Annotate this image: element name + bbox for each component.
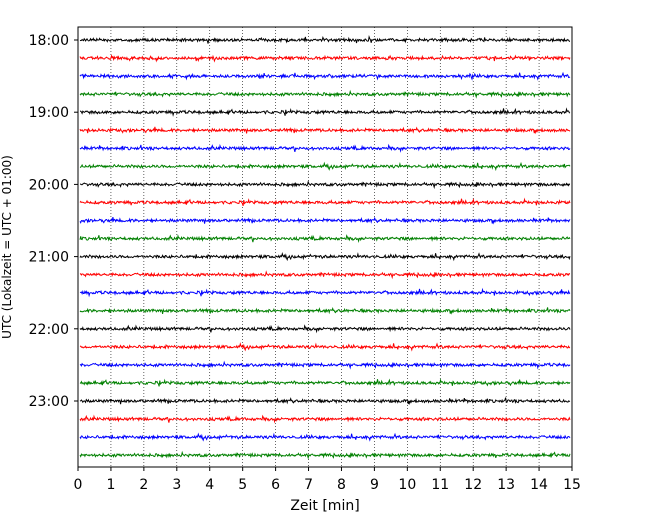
- x-tick-label-4: 4: [205, 477, 214, 493]
- trace-2: [79, 71, 571, 81]
- vertical-grid: [110, 27, 540, 467]
- trace-19: [79, 378, 571, 387]
- x-tick-label-14: 14: [530, 477, 548, 493]
- trace-9: [79, 197, 571, 207]
- trace-3: [79, 89, 571, 99]
- trace-12: [79, 251, 571, 262]
- trace-21: [79, 414, 571, 424]
- y-tick-label-21:00: 21:00: [29, 250, 69, 266]
- trace-0: [79, 35, 571, 44]
- x-tick-label-7: 7: [304, 477, 313, 493]
- y-tick-label-22:00: 22:00: [29, 322, 69, 338]
- y-tick-label-18:00: 18:00: [29, 33, 69, 49]
- trace-23: [79, 450, 571, 460]
- x-tick-label-1: 1: [106, 477, 115, 493]
- x-tick-label-13: 13: [497, 477, 515, 493]
- plot-area: [78, 27, 572, 467]
- x-axis-label: Zeit [min]: [290, 498, 359, 514]
- traces: [79, 35, 571, 460]
- x-tick-label-11: 11: [431, 477, 449, 493]
- x-tick-label-0: 0: [74, 477, 83, 493]
- trace-18: [79, 360, 571, 370]
- trace-15: [79, 307, 571, 315]
- trace-20: [79, 397, 571, 406]
- trace-8: [80, 180, 571, 190]
- x-tick-label-3: 3: [172, 477, 181, 493]
- x-tick-label-12: 12: [464, 477, 482, 493]
- trace-17: [79, 342, 571, 352]
- y-axis-ticks: 18:00 19:00 20:00 21:00 22:00 23:00: [29, 33, 78, 410]
- trace-7: [79, 161, 571, 172]
- trace-1: [79, 54, 571, 63]
- x-tick-label-8: 8: [337, 477, 346, 493]
- x-tick-label-9: 9: [370, 477, 379, 493]
- trace-13: [79, 270, 571, 280]
- x-tick-label-2: 2: [139, 477, 148, 493]
- x-tick-label-10: 10: [398, 477, 416, 493]
- x-tick-label-5: 5: [238, 477, 247, 493]
- y-tick-label-20:00: 20:00: [29, 177, 69, 193]
- trace-5: [79, 126, 571, 135]
- y-axis-label: UTC (Lokalzeit = UTC + 01:00): [0, 155, 14, 339]
- plot-frame: [77, 26, 573, 468]
- trace-10: [79, 216, 571, 225]
- trace-16: [79, 324, 571, 334]
- trace-4: [79, 107, 571, 117]
- y-tick-label-19:00: 19:00: [29, 105, 69, 121]
- trace-11: [79, 234, 571, 244]
- trace-14: [79, 287, 571, 298]
- y-tick-label-23:00: 23:00: [29, 394, 69, 410]
- x-tick-label-15: 15: [563, 477, 581, 493]
- trace-6: [79, 143, 571, 153]
- trace-22: [79, 432, 571, 442]
- x-tick-label-6: 6: [271, 477, 280, 493]
- x-axis-ticks: 0 1 2 3 4 5 6 7 8 9 10 11 12 13 14 15: [74, 467, 581, 493]
